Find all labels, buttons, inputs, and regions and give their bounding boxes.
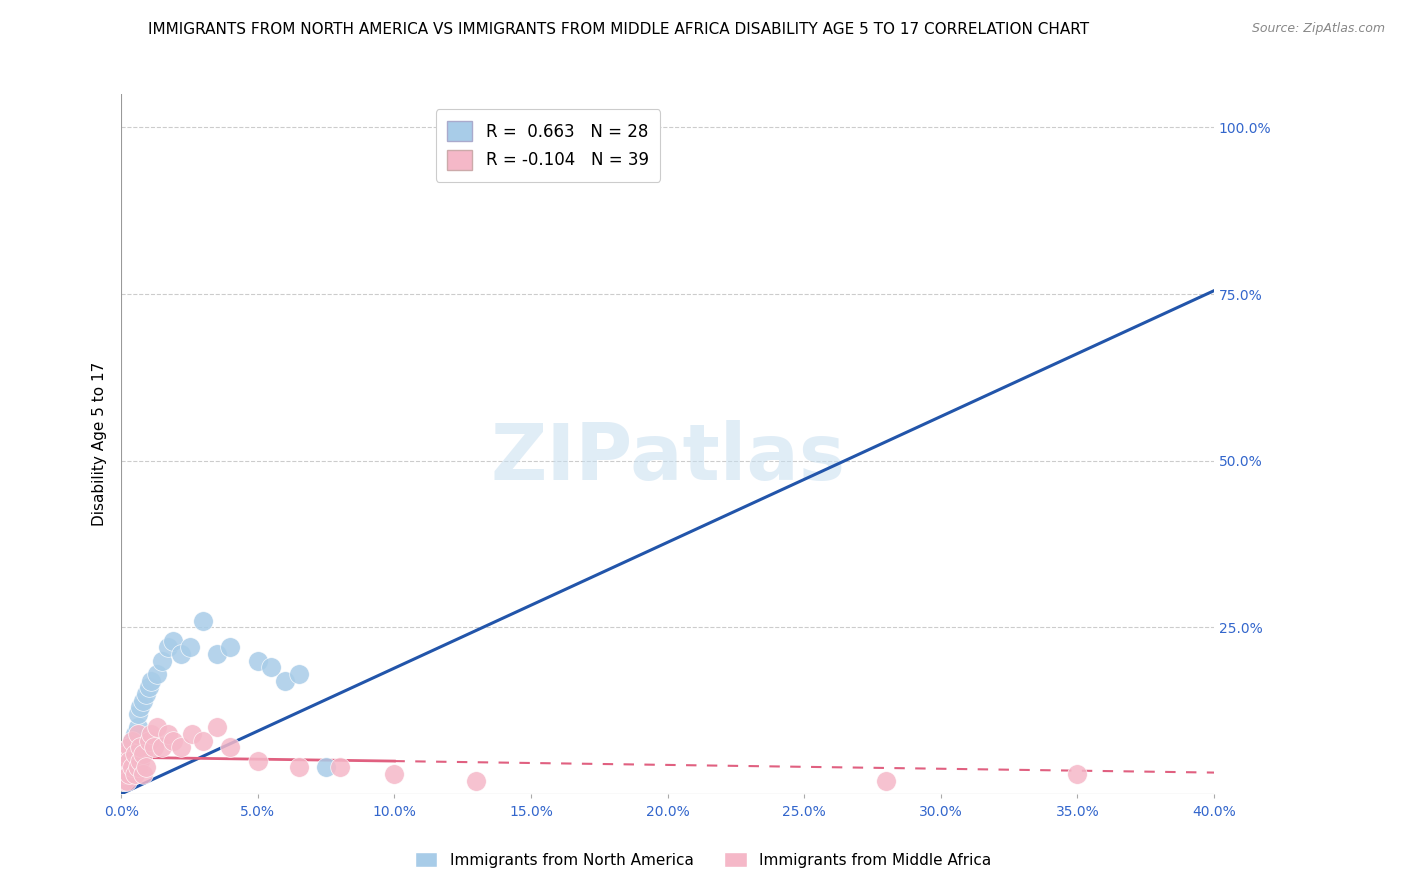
- Point: [260, 660, 283, 674]
- Point: [118, 740, 141, 755]
- Point: [150, 654, 173, 668]
- Point: [193, 614, 215, 628]
- Point: [329, 760, 352, 774]
- Point: [121, 733, 143, 747]
- Point: [129, 740, 152, 755]
- Legend: R =  0.663   N = 28, R = -0.104   N = 39: R = 0.663 N = 28, R = -0.104 N = 39: [436, 110, 661, 182]
- Y-axis label: Disability Age 5 to 17: Disability Age 5 to 17: [93, 362, 107, 526]
- Point: [143, 740, 166, 755]
- Text: Source: ZipAtlas.com: Source: ZipAtlas.com: [1251, 22, 1385, 36]
- Point: [124, 767, 146, 781]
- Point: [115, 773, 138, 788]
- Point: [384, 767, 406, 781]
- Point: [246, 654, 269, 668]
- Point: [115, 747, 138, 761]
- Text: ZIPatlas: ZIPatlas: [491, 420, 845, 496]
- Point: [132, 767, 155, 781]
- Point: [138, 733, 160, 747]
- Point: [112, 760, 135, 774]
- Point: [115, 767, 138, 781]
- Point: [1066, 767, 1088, 781]
- Point: [132, 747, 155, 761]
- Point: [162, 633, 184, 648]
- Point: [127, 760, 149, 774]
- Point: [170, 740, 193, 755]
- Point: [141, 727, 163, 741]
- Point: [118, 754, 141, 768]
- Point: [118, 767, 141, 781]
- Text: IMMIGRANTS FROM NORTH AMERICA VS IMMIGRANTS FROM MIDDLE AFRICA DISABILITY AGE 5 : IMMIGRANTS FROM NORTH AMERICA VS IMMIGRA…: [148, 22, 1090, 37]
- Point: [145, 720, 167, 734]
- Point: [465, 773, 488, 788]
- Point: [127, 727, 149, 741]
- Point: [138, 680, 160, 694]
- Point: [124, 747, 146, 761]
- Point: [121, 733, 143, 747]
- Point: [179, 640, 201, 655]
- Point: [315, 760, 337, 774]
- Point: [193, 733, 215, 747]
- Point: [205, 720, 228, 734]
- Point: [112, 773, 135, 788]
- Point: [150, 740, 173, 755]
- Point: [127, 706, 149, 721]
- Point: [274, 673, 297, 688]
- Point: [156, 727, 179, 741]
- Point: [219, 740, 242, 755]
- Legend: Immigrants from North America, Immigrants from Middle Africa: Immigrants from North America, Immigrant…: [408, 846, 998, 873]
- Point: [145, 667, 167, 681]
- Point: [205, 647, 228, 661]
- Point: [112, 767, 135, 781]
- Point: [115, 754, 138, 768]
- Point: [121, 760, 143, 774]
- Point: [129, 700, 152, 714]
- Point: [219, 640, 242, 655]
- Point: [118, 754, 141, 768]
- Point: [135, 687, 157, 701]
- Point: [246, 754, 269, 768]
- Point: [118, 740, 141, 755]
- Point: [127, 720, 149, 734]
- Point: [170, 647, 193, 661]
- Point: [124, 727, 146, 741]
- Point: [181, 727, 204, 741]
- Point: [129, 754, 152, 768]
- Point: [875, 773, 897, 788]
- Point: [162, 733, 184, 747]
- Point: [156, 640, 179, 655]
- Point: [288, 667, 311, 681]
- Point: [132, 693, 155, 707]
- Point: [112, 773, 135, 788]
- Point: [141, 673, 163, 688]
- Point: [135, 760, 157, 774]
- Point: [288, 760, 311, 774]
